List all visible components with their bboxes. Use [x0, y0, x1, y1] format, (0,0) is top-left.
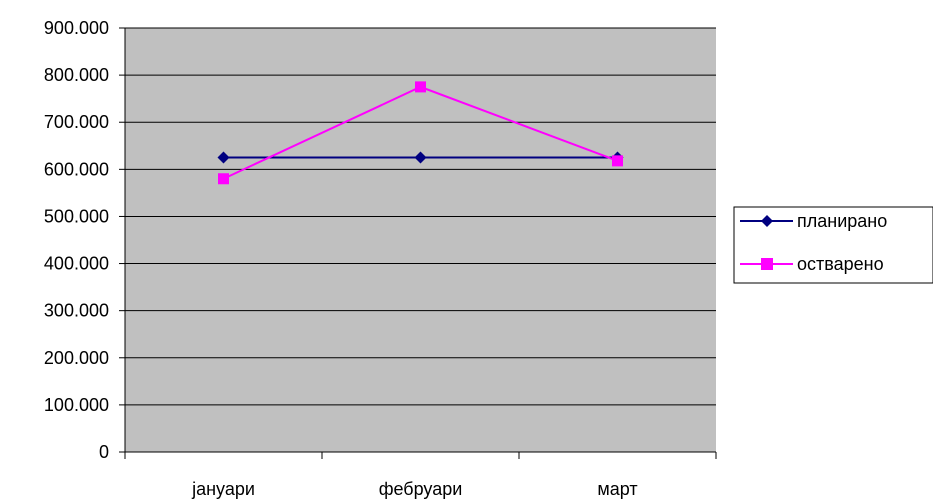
- data-point-diamond: [414, 151, 427, 164]
- data-point-square: [415, 81, 426, 93]
- series-2: [218, 81, 623, 185]
- y-tick-label: 500.000: [44, 206, 109, 226]
- legend-marker-diamond: [761, 215, 773, 227]
- data-point-square: [612, 155, 623, 167]
- y-tick-label: 700.000: [44, 112, 109, 132]
- y-tick-label: 400.000: [44, 254, 109, 274]
- x-tick-label: јануари: [191, 479, 255, 499]
- y-tick-label: 300.000: [44, 301, 109, 321]
- legend-marker-square: [761, 258, 773, 270]
- legend: планирано остварено: [733, 206, 933, 284]
- series-layer: [217, 81, 624, 185]
- y-tick-label: 200.000: [44, 348, 109, 368]
- y-tick-label: 0: [99, 442, 109, 462]
- legend-item-series-2: остварено: [740, 254, 884, 274]
- plot-area: [125, 28, 716, 452]
- x-axis-ticks: јануари фебруари март: [124, 452, 717, 499]
- legend-label-series-2: остварено: [797, 254, 884, 274]
- x-tick-label: фебруари: [379, 479, 463, 499]
- data-point-square: [218, 173, 229, 185]
- y-tick-label: 600.000: [44, 159, 109, 179]
- legend-label-series-1: планирано: [797, 211, 887, 231]
- y-axis-ticks: 0 100.000 200.000 300.000 400.000 500.000 600.…: [44, 18, 125, 462]
- gridlines: [125, 27, 716, 406]
- data-point-diamond: [217, 151, 230, 164]
- y-tick-label: 800.000: [44, 65, 109, 85]
- y-tick-label: 900.000: [44, 18, 109, 38]
- x-tick-label: март: [597, 479, 637, 499]
- y-tick-label: 100.000: [44, 395, 109, 415]
- legend-item-series-1: планирано: [740, 211, 887, 231]
